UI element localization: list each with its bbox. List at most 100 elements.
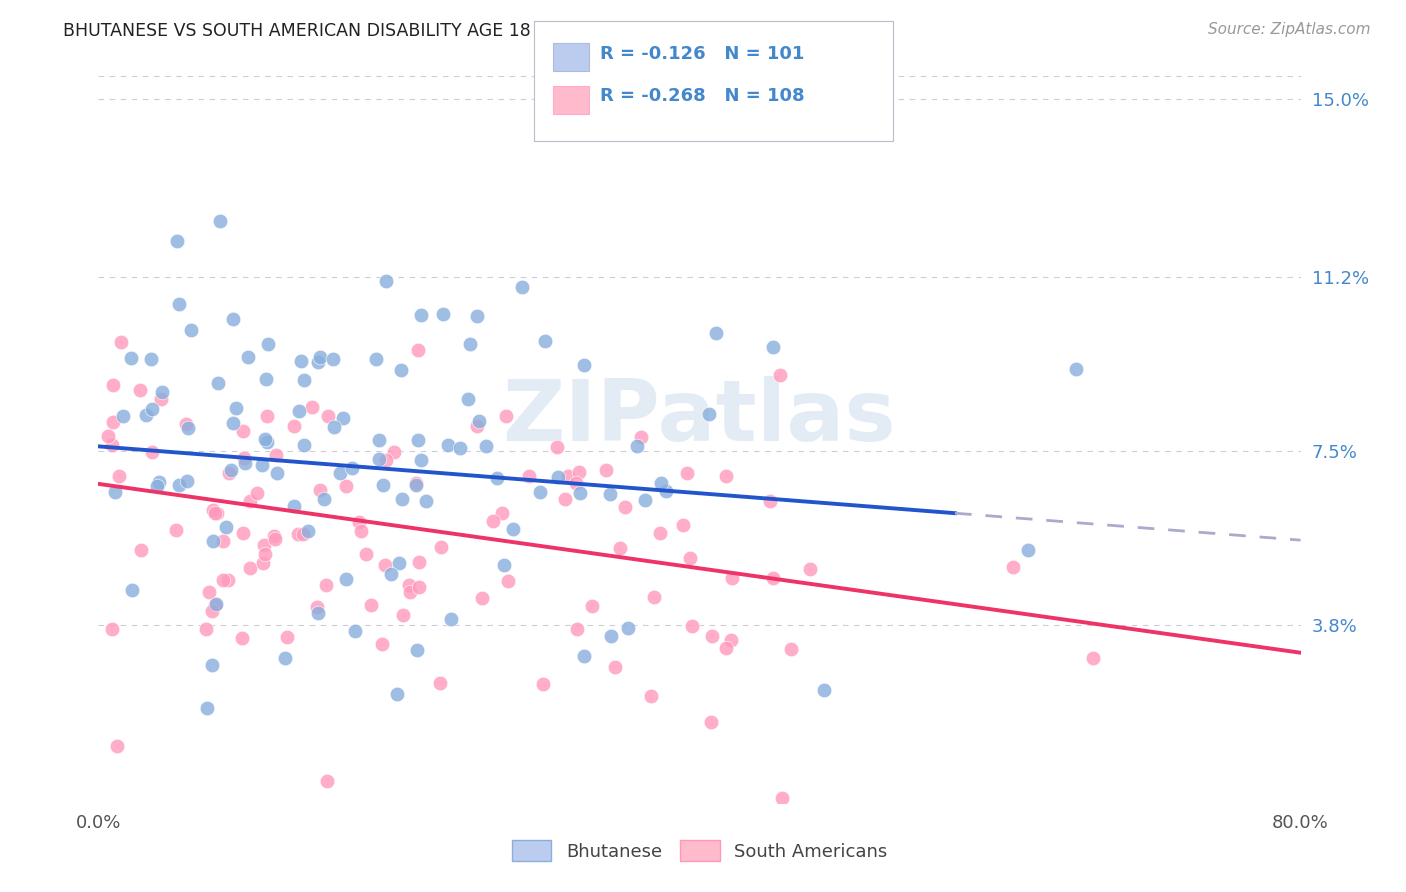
Point <box>195 622 218 636</box>
Point <box>283 418 305 433</box>
Point <box>108 468 131 483</box>
Point <box>405 642 427 657</box>
Point <box>409 452 432 467</box>
Point <box>429 675 451 690</box>
Point <box>547 469 569 483</box>
Point <box>288 404 311 418</box>
Point <box>429 540 451 554</box>
Point <box>468 414 491 428</box>
Point <box>398 578 420 592</box>
Point <box>600 629 623 643</box>
Point <box>367 452 389 467</box>
Point <box>449 441 471 455</box>
Point <box>217 573 239 587</box>
Point <box>375 274 398 288</box>
Point <box>233 456 256 470</box>
Point <box>700 629 723 643</box>
Point <box>239 494 262 508</box>
Point <box>465 309 488 323</box>
Point <box>436 438 458 452</box>
Point <box>374 558 396 572</box>
Point <box>305 600 328 615</box>
Point <box>212 533 235 548</box>
Point <box>146 479 169 493</box>
Point <box>364 351 387 366</box>
Point <box>371 637 394 651</box>
Point <box>332 411 354 425</box>
Point <box>141 352 163 367</box>
Point <box>1017 543 1039 558</box>
Point <box>415 494 437 508</box>
Point <box>630 430 652 444</box>
Point <box>276 630 298 644</box>
Point <box>321 351 343 366</box>
Point <box>347 515 370 529</box>
Point <box>494 558 516 573</box>
Point <box>215 520 238 534</box>
Point <box>101 378 124 392</box>
Point <box>232 526 254 541</box>
Point <box>700 714 723 729</box>
Point <box>329 466 352 480</box>
Point <box>761 571 783 585</box>
Point <box>195 701 218 715</box>
Point <box>650 476 672 491</box>
Point <box>110 335 132 350</box>
Point <box>375 453 398 467</box>
Point <box>495 409 517 423</box>
Point <box>567 622 589 636</box>
Point <box>405 478 427 492</box>
Point <box>458 337 481 351</box>
Point <box>408 433 430 447</box>
Point <box>211 573 233 587</box>
Point <box>440 612 463 626</box>
Point <box>236 351 259 365</box>
Point <box>679 550 702 565</box>
Point <box>720 632 742 647</box>
Point <box>301 400 323 414</box>
Point <box>770 791 793 805</box>
Point <box>697 408 720 422</box>
Point <box>655 484 678 499</box>
Point <box>256 434 278 449</box>
Point <box>519 469 541 483</box>
Point <box>554 492 576 507</box>
Point <box>389 363 412 377</box>
Point <box>201 503 224 517</box>
Point <box>246 486 269 500</box>
Point <box>643 590 665 604</box>
Point <box>294 438 316 452</box>
Point <box>409 308 432 322</box>
Point <box>128 383 150 397</box>
Point <box>135 408 157 422</box>
Point <box>391 492 413 507</box>
Point <box>104 485 127 500</box>
Point <box>714 469 737 483</box>
Point <box>165 523 187 537</box>
Point <box>603 660 626 674</box>
Point <box>176 474 198 488</box>
Point <box>614 500 637 514</box>
Point <box>609 541 631 555</box>
Point <box>232 424 254 438</box>
Point <box>264 448 287 462</box>
Point <box>101 623 124 637</box>
Point <box>382 444 405 458</box>
Point <box>529 485 551 500</box>
Point <box>572 358 595 372</box>
Point <box>180 323 202 337</box>
Point <box>672 517 695 532</box>
Point <box>340 460 363 475</box>
Point <box>239 560 262 574</box>
Point <box>174 417 197 432</box>
Point <box>714 640 737 655</box>
Point <box>762 340 785 354</box>
Point <box>167 478 190 492</box>
Point <box>531 677 554 691</box>
Point <box>475 439 498 453</box>
Point <box>399 584 422 599</box>
Point <box>572 648 595 663</box>
Point <box>599 487 621 501</box>
Point <box>121 583 143 598</box>
Point <box>312 492 335 507</box>
